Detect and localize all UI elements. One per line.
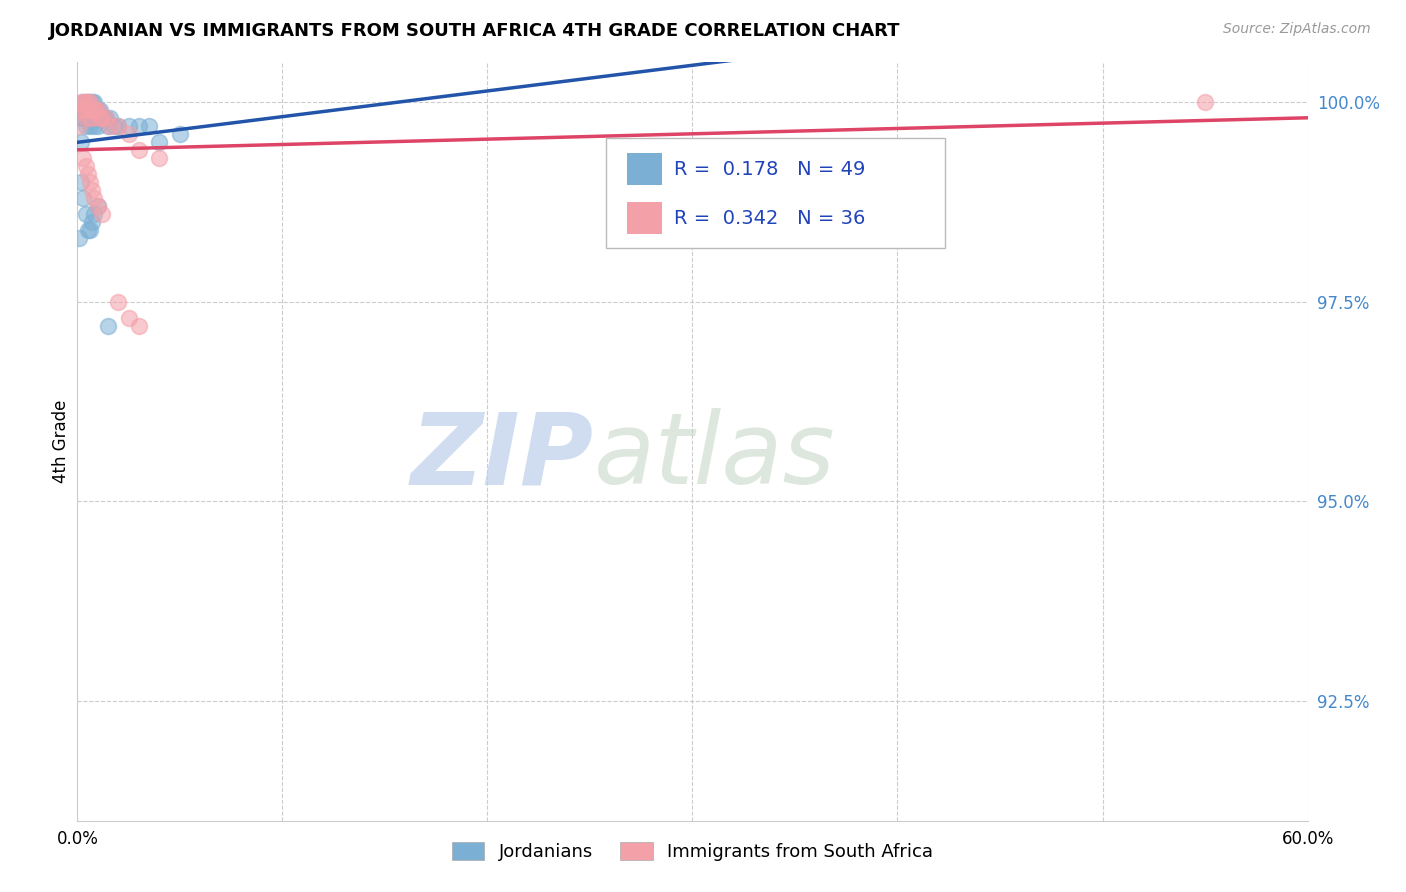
Point bbox=[1194, 95, 1216, 110]
Point bbox=[79, 175, 101, 189]
Point bbox=[72, 95, 94, 110]
Point bbox=[87, 103, 110, 118]
Bar bbox=[627, 202, 662, 235]
Point bbox=[84, 103, 107, 118]
Point bbox=[70, 135, 93, 149]
Point bbox=[90, 112, 114, 126]
Point bbox=[76, 103, 98, 118]
Point bbox=[87, 199, 110, 213]
Point bbox=[90, 207, 114, 221]
Legend: Jordanians, Immigrants from South Africa: Jordanians, Immigrants from South Africa bbox=[444, 835, 941, 869]
Point bbox=[98, 112, 121, 126]
Point bbox=[89, 112, 111, 126]
Point bbox=[107, 120, 129, 134]
Point bbox=[98, 120, 121, 134]
Point bbox=[83, 120, 105, 134]
Point bbox=[138, 120, 160, 134]
Point bbox=[90, 112, 114, 126]
Point bbox=[94, 112, 117, 126]
Point bbox=[148, 135, 170, 149]
Point bbox=[107, 294, 129, 309]
Point bbox=[87, 199, 110, 213]
Point bbox=[70, 112, 93, 126]
Point bbox=[80, 112, 103, 126]
Point bbox=[67, 231, 90, 245]
Point bbox=[89, 103, 111, 118]
Point bbox=[148, 151, 170, 165]
Text: Source: ZipAtlas.com: Source: ZipAtlas.com bbox=[1223, 22, 1371, 37]
Point bbox=[79, 95, 101, 110]
Point bbox=[75, 159, 97, 173]
Point bbox=[79, 103, 101, 118]
Point bbox=[72, 103, 94, 118]
Point bbox=[76, 112, 98, 126]
Point bbox=[84, 103, 107, 118]
Point bbox=[76, 112, 98, 126]
Point bbox=[83, 95, 105, 110]
Point bbox=[79, 103, 101, 118]
Point bbox=[72, 191, 94, 205]
Point bbox=[128, 120, 150, 134]
Point bbox=[70, 103, 93, 118]
Point bbox=[76, 223, 98, 237]
Point bbox=[128, 143, 150, 157]
Point bbox=[93, 112, 115, 126]
Point bbox=[72, 112, 94, 126]
Y-axis label: 4th Grade: 4th Grade bbox=[52, 400, 70, 483]
Point bbox=[97, 120, 120, 134]
Point bbox=[70, 103, 93, 118]
Text: JORDANIAN VS IMMIGRANTS FROM SOUTH AFRICA 4TH GRADE CORRELATION CHART: JORDANIAN VS IMMIGRANTS FROM SOUTH AFRIC… bbox=[49, 22, 901, 40]
Point bbox=[75, 207, 97, 221]
Point bbox=[89, 112, 111, 126]
Point bbox=[75, 103, 97, 118]
Point bbox=[117, 120, 139, 134]
Point bbox=[79, 120, 101, 134]
Point bbox=[80, 215, 103, 229]
Point bbox=[107, 120, 129, 134]
Text: atlas: atlas bbox=[595, 409, 835, 505]
Point bbox=[87, 120, 110, 134]
Point bbox=[80, 103, 103, 118]
Point bbox=[83, 191, 105, 205]
Point bbox=[75, 95, 97, 110]
Point bbox=[83, 103, 105, 118]
Text: R =  0.342   N = 36: R = 0.342 N = 36 bbox=[673, 209, 865, 227]
Point bbox=[75, 95, 97, 110]
Point bbox=[80, 183, 103, 197]
Point bbox=[103, 120, 125, 134]
Point bbox=[70, 95, 93, 110]
Point bbox=[72, 151, 94, 165]
Text: R =  0.178   N = 49: R = 0.178 N = 49 bbox=[673, 160, 865, 178]
Point bbox=[80, 112, 103, 126]
Point bbox=[80, 95, 103, 110]
Point bbox=[76, 167, 98, 181]
Point bbox=[76, 95, 98, 110]
Point bbox=[79, 95, 101, 110]
Bar bbox=[627, 153, 662, 185]
Point bbox=[76, 95, 98, 110]
Point bbox=[80, 103, 103, 118]
Point bbox=[67, 120, 90, 134]
FancyBboxPatch shape bbox=[606, 138, 945, 248]
Point bbox=[94, 112, 117, 126]
Point bbox=[83, 103, 105, 118]
Point bbox=[84, 112, 107, 126]
Text: ZIP: ZIP bbox=[411, 409, 595, 505]
Point bbox=[97, 318, 120, 333]
Point bbox=[169, 128, 191, 142]
Point bbox=[72, 95, 94, 110]
Point bbox=[117, 310, 139, 325]
Point bbox=[117, 128, 139, 142]
Point bbox=[72, 103, 94, 118]
Point bbox=[70, 175, 93, 189]
Point bbox=[75, 120, 97, 134]
Point bbox=[83, 207, 105, 221]
Point bbox=[79, 223, 101, 237]
Point bbox=[128, 318, 150, 333]
Point bbox=[75, 103, 97, 118]
Point bbox=[87, 103, 110, 118]
